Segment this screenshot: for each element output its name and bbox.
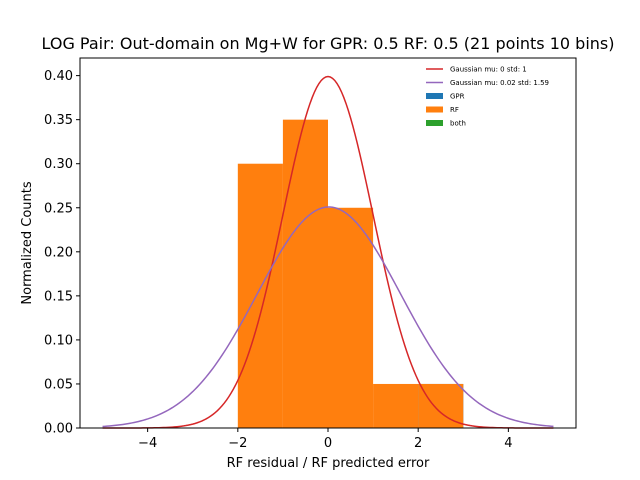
y-axis-label: Normalized Counts [20, 181, 35, 304]
rf-bar-4 [418, 383, 464, 428]
rf-bar-1 [282, 119, 328, 429]
legend-patch-swatch [426, 106, 443, 113]
rf-bar-2 [328, 207, 374, 428]
legend-entry-label: GPR [450, 93, 465, 101]
legend-entry-label: Gaussian mu: 0 std: 1 [450, 66, 527, 74]
legend-entry-label: RF [450, 106, 459, 114]
x-tick-label: −2 [228, 436, 247, 451]
y-tick-label: 0.25 [44, 201, 73, 216]
y-tick-label: 0.40 [44, 69, 73, 84]
y-tick-label: 0.00 [44, 422, 73, 437]
y-tick-label: 0.10 [44, 333, 73, 348]
y-tick-label: 0.35 [44, 113, 73, 128]
gaussian-curve-1 [102, 206, 554, 428]
y-tick-label: 0.05 [44, 377, 73, 392]
plot-area [102, 75, 554, 429]
x-tick-label: 0 [324, 436, 332, 451]
legend-patch-swatch [426, 93, 443, 99]
y-tick-label: 0.15 [44, 289, 73, 304]
rf-bar-0 [237, 163, 283, 428]
legend: Gaussian mu: 0 std: 1 Gaussian mu: 0.02 s… [426, 66, 549, 128]
legend-patch-swatch [426, 120, 443, 126]
x-tick-label: −4 [138, 436, 157, 451]
legend-entry-label: both [450, 120, 466, 128]
x-axis-label: RF residual / RF predicted error [227, 456, 430, 471]
x-axis: −4 −2 0 2 4 [138, 428, 513, 451]
legend-entry-label: Gaussian mu: 0.02 std: 1.59 [450, 79, 549, 87]
y-axis: 0.00 0.05 0.10 0.15 0.20 0.25 0.30 0.35 0.40 [44, 69, 80, 437]
x-tick-label: 2 [414, 436, 422, 451]
chart-title: LOG Pair: Out-domain on Mg+W for GPR: 0.… [42, 34, 615, 53]
rf-bar-3 [373, 383, 419, 428]
x-tick-label: 4 [504, 436, 512, 451]
y-tick-label: 0.30 [44, 157, 73, 172]
gaussian-curve-0 [102, 75, 554, 429]
y-tick-label: 0.20 [44, 245, 73, 260]
